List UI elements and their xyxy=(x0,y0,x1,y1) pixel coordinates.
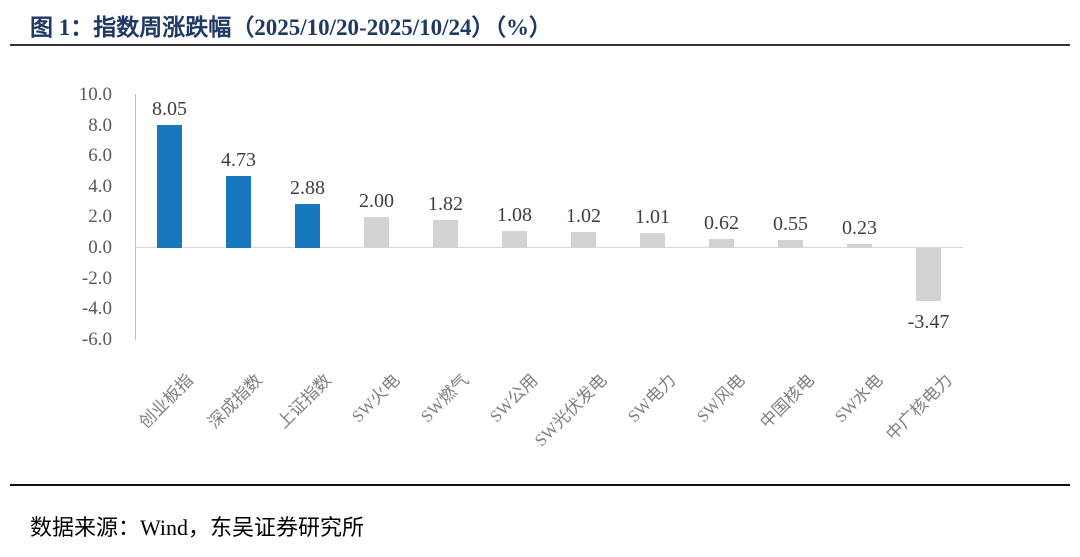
footer-divider xyxy=(10,484,1070,486)
bar-4 xyxy=(433,220,458,248)
x-axis-category-label: SW水电 xyxy=(830,370,887,427)
y-axis-tick-label: -4.0 xyxy=(81,298,112,320)
bar-value-label: 1.08 xyxy=(497,204,532,227)
title-divider xyxy=(10,44,1070,46)
bar-value-label: 2.88 xyxy=(290,176,325,199)
figure-title: 图 1：指数周涨跌幅（2025/10/20-2025/10/24）（%） xyxy=(30,15,552,40)
x-axis-category-label: SW火电 xyxy=(347,370,404,427)
bar-3 xyxy=(364,217,389,248)
x-axis-category-label: 上证指数 xyxy=(272,370,335,433)
x-axis-baseline xyxy=(135,247,963,248)
y-axis-tick-label: 10.0 xyxy=(78,84,112,105)
x-axis-category-label: SW公用 xyxy=(485,370,542,427)
bar-chart: 10.0 8.0 6.0 4.0 2.0 0.0 -2.0 -4.0 -6.0 8.05 创业板指 4… xyxy=(78,84,963,451)
bar-value-label: 8.05 xyxy=(152,97,187,120)
x-axis-category-label: SW电力 xyxy=(623,370,680,427)
bar-value-label: 0.23 xyxy=(842,217,877,240)
x-axis-category-label: SW风电 xyxy=(692,370,749,427)
bar-0 xyxy=(157,124,182,248)
bar-10 xyxy=(847,244,872,248)
x-axis-category-label: 深成指数 xyxy=(203,370,266,433)
bar-6 xyxy=(571,232,596,248)
bar-2 xyxy=(295,203,320,248)
bar-value-label: 0.62 xyxy=(704,211,739,234)
y-axis-tick-label: 6.0 xyxy=(88,145,112,167)
y-axis-tick-label: -6.0 xyxy=(81,328,112,350)
bar-5 xyxy=(502,231,527,248)
bar-value-label: 1.02 xyxy=(566,205,601,228)
x-axis-category-label: SW燃气 xyxy=(416,370,473,427)
x-axis-category-label: SW光伏发电 xyxy=(530,370,611,451)
bar-11 xyxy=(916,248,941,302)
bar-9 xyxy=(778,239,803,248)
bar-value-label: 2.00 xyxy=(359,190,394,213)
bar-value-label: -3.47 xyxy=(907,311,950,334)
bar-1 xyxy=(226,175,251,248)
x-axis-category-label: 中国核电 xyxy=(755,370,818,433)
x-axis-category-label: 中广核电力 xyxy=(881,370,956,445)
bar-8 xyxy=(709,238,734,248)
y-axis-tick-label: 4.0 xyxy=(88,175,112,197)
y-axis-tick-label: -2.0 xyxy=(81,267,112,289)
y-axis-tick-label: 2.0 xyxy=(88,206,112,228)
x-axis-category-label: 创业板指 xyxy=(134,370,197,433)
y-axis-line xyxy=(135,94,136,340)
bar-value-label: 1.01 xyxy=(635,205,670,228)
bar-value-label: 4.73 xyxy=(221,148,256,171)
y-axis-tick-label: 8.0 xyxy=(88,114,112,136)
bar-value-label: 1.82 xyxy=(428,193,463,216)
bar-value-label: 0.55 xyxy=(773,212,808,235)
data-source: 数据来源：Wind，东吴证券研究所 xyxy=(30,515,364,540)
bar-7 xyxy=(640,232,665,248)
y-axis-tick-label: 0.0 xyxy=(88,237,112,258)
